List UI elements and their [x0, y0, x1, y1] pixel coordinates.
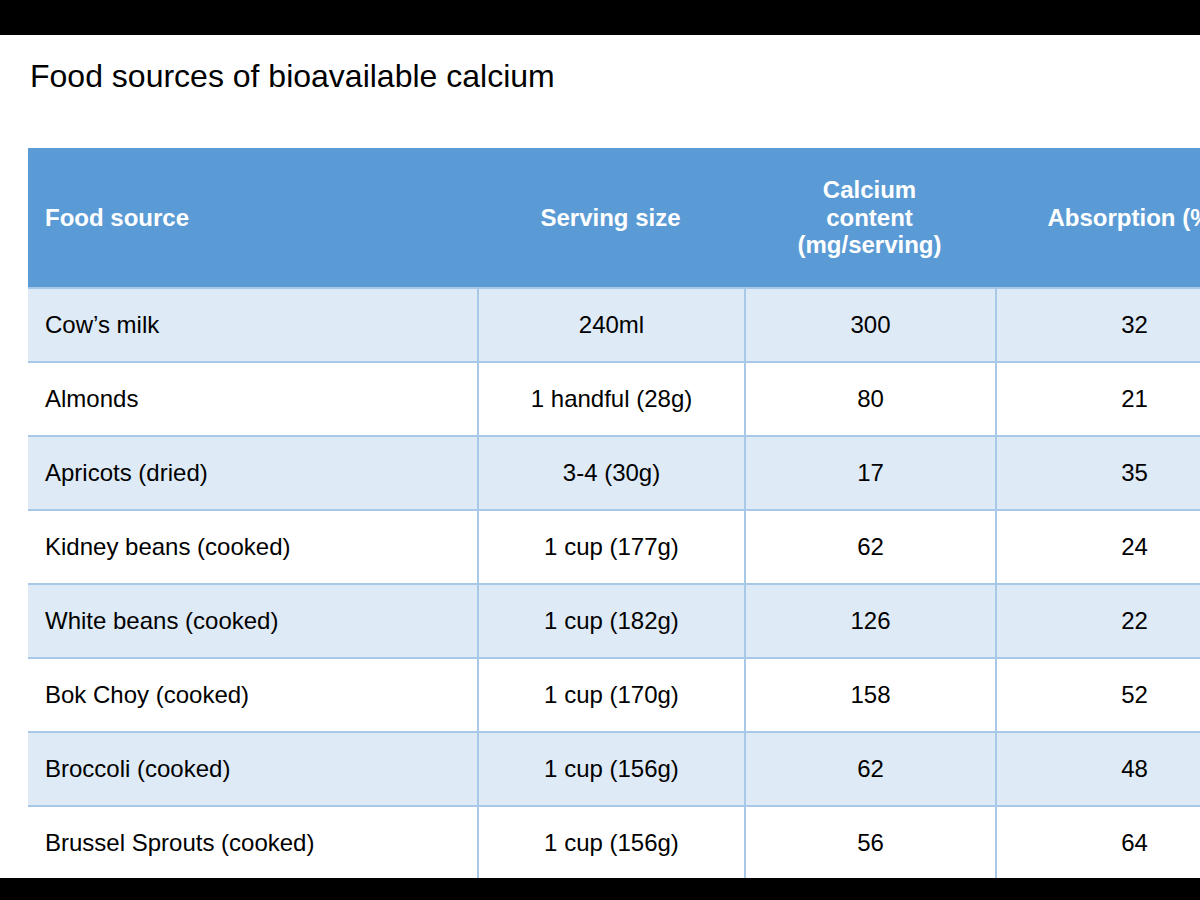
- table-row: Broccoli (cooked) 1 cup (156g) 62 48: [28, 731, 1200, 805]
- cell-food-source: Bok Choy (cooked): [28, 659, 477, 731]
- cell-absorption: 52: [995, 659, 1200, 731]
- column-header-absorption: Absorption (%): [995, 148, 1200, 287]
- cell-calcium-content: 17: [744, 437, 995, 509]
- calcium-table: Food source Serving size Calcium content…: [28, 148, 1200, 879]
- table-row: Almonds 1 handful (28g) 80 21: [28, 361, 1200, 435]
- cell-food-source: Broccoli (cooked): [28, 733, 477, 805]
- table-body: Cow’s milk 240ml 300 32 Almonds 1 handfu…: [28, 287, 1200, 879]
- cell-food-source: Apricots (dried): [28, 437, 477, 509]
- cell-serving-size: 1 cup (177g): [477, 511, 744, 583]
- cell-calcium-content: 62: [744, 733, 995, 805]
- cell-absorption: 32: [995, 289, 1200, 361]
- cell-serving-size: 1 cup (156g): [477, 733, 744, 805]
- cell-absorption: 48: [995, 733, 1200, 805]
- cell-absorption: 22: [995, 585, 1200, 657]
- table-row: Bok Choy (cooked) 1 cup (170g) 158 52: [28, 657, 1200, 731]
- cell-food-source: Cow’s milk: [28, 289, 477, 361]
- cell-serving-size: 240ml: [477, 289, 744, 361]
- page-title: Food sources of bioavailable calcium: [30, 58, 555, 95]
- cell-serving-size: 1 cup (170g): [477, 659, 744, 731]
- slide-canvas: Food sources of bioavailable calcium Foo…: [0, 0, 1200, 900]
- cell-calcium-content: 300: [744, 289, 995, 361]
- table-row: Apricots (dried) 3-4 (30g) 17 35: [28, 435, 1200, 509]
- cell-serving-size: 1 cup (156g): [477, 807, 744, 879]
- letterbox-bottom-bar: [0, 878, 1200, 900]
- cell-food-source: Kidney beans (cooked): [28, 511, 477, 583]
- column-header-serving-size: Serving size: [477, 148, 744, 287]
- letterbox-top-bar: [0, 0, 1200, 35]
- cell-food-source: Brussel Sprouts (cooked): [28, 807, 477, 879]
- table-header-row: Food source Serving size Calcium content…: [28, 148, 1200, 287]
- cell-absorption: 21: [995, 363, 1200, 435]
- cell-calcium-content: 56: [744, 807, 995, 879]
- table-row: Kidney beans (cooked) 1 cup (177g) 62 24: [28, 509, 1200, 583]
- cell-calcium-content: 80: [744, 363, 995, 435]
- cell-serving-size: 1 handful (28g): [477, 363, 744, 435]
- cell-food-source: Almonds: [28, 363, 477, 435]
- cell-absorption: 24: [995, 511, 1200, 583]
- cell-calcium-content: 126: [744, 585, 995, 657]
- column-header-calcium-content: Calcium content (mg/serving): [744, 148, 995, 287]
- cell-food-source: White beans (cooked): [28, 585, 477, 657]
- cell-absorption: 64: [995, 807, 1200, 879]
- table-row: Cow’s milk 240ml 300 32: [28, 287, 1200, 361]
- cell-calcium-content: 158: [744, 659, 995, 731]
- cell-serving-size: 3-4 (30g): [477, 437, 744, 509]
- column-header-food-source: Food source: [28, 148, 477, 287]
- cell-calcium-content: 62: [744, 511, 995, 583]
- table-row: Brussel Sprouts (cooked) 1 cup (156g) 56…: [28, 805, 1200, 879]
- table-row: White beans (cooked) 1 cup (182g) 126 22: [28, 583, 1200, 657]
- cell-serving-size: 1 cup (182g): [477, 585, 744, 657]
- cell-absorption: 35: [995, 437, 1200, 509]
